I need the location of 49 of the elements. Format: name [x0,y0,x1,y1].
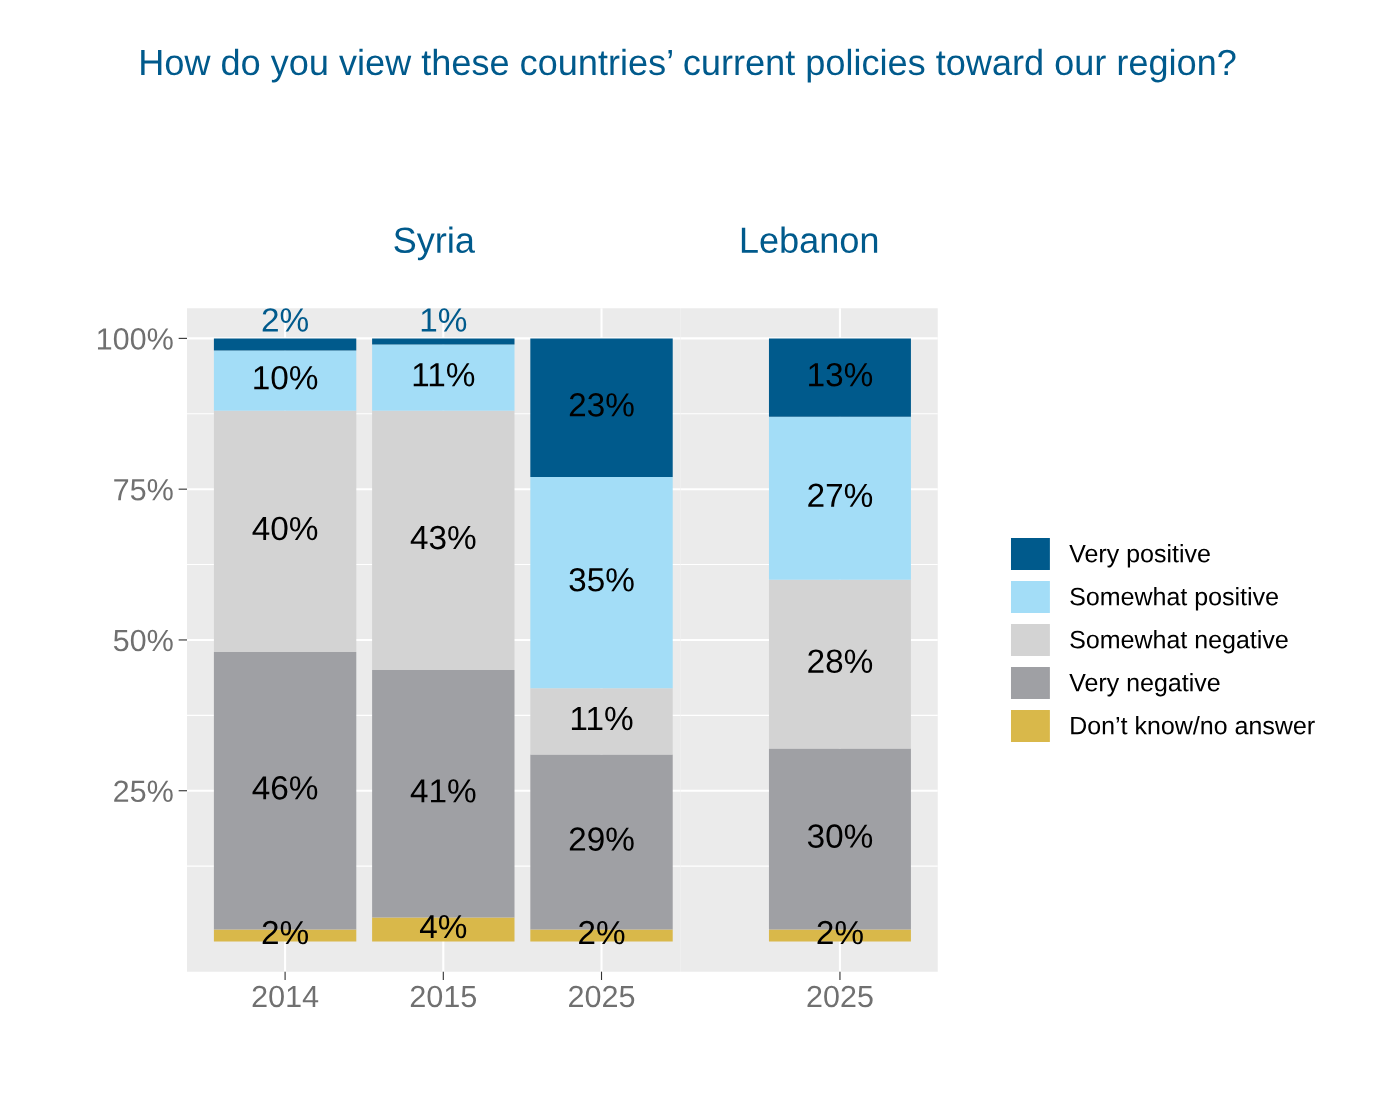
data-label: 40% [252,516,318,541]
chart-subtitle: Syria [394,226,475,261]
bar [213,350,357,411]
data-label: 27% [808,483,873,508]
data-label: 2% [579,920,625,945]
data-label: 43% [410,525,476,550]
bar [213,410,357,653]
legend-label: Very positive [1069,544,1210,568]
data-label: 41% [410,779,476,803]
x-tick-label: 2025 [807,985,873,1008]
data-label: 2% [262,308,308,332]
x-tick-label: 2014 [252,985,319,1008]
bar [213,338,357,351]
bar [372,917,515,942]
data-label: 11% [571,706,633,731]
data-label: 23% [569,393,634,417]
data-label: 35% [569,568,634,592]
bar [372,410,515,671]
y-tick-label: 50% [113,629,173,652]
chart-title: How do you view these countries’ current policies toward our region? [141,48,1236,83]
bar [530,688,673,755]
bar [372,344,515,411]
bar [768,416,911,580]
legend-label: Somewhat positive [1070,587,1278,611]
y-tick-label: 75% [114,479,173,501]
x-tick-label: 2015 [410,985,477,1008]
data-label: 11% [413,363,475,387]
data-label: 46% [252,776,318,800]
data-label: 4% [419,914,467,939]
x-tick-label: 2025 [569,985,635,1008]
bar [530,338,673,478]
chart-subtitle: Lebanon [741,226,878,254]
data-label: 2% [262,920,308,945]
legend-label: Very negative [1069,673,1220,697]
data-label: 1% [421,308,467,332]
bar [372,338,515,345]
y-tick-label: 25% [114,780,173,803]
y-tick-label: 100% [97,328,173,350]
data-label: 10% [254,365,318,390]
data-label: 28% [808,649,873,674]
data-label: 30% [807,824,873,848]
legend-label: Don’t know/no answer [1071,716,1315,735]
data-label: 29% [569,827,634,851]
bar [530,477,673,689]
data-label: 2% [817,920,863,945]
bar [768,338,911,417]
data-label: 13% [809,362,873,387]
bar [768,579,911,749]
legend-label: Somewhat negative [1070,630,1288,654]
